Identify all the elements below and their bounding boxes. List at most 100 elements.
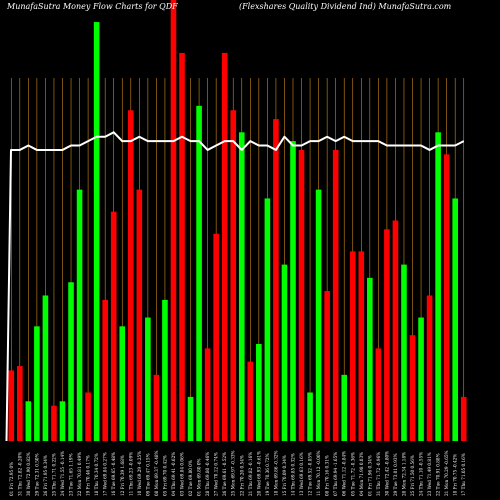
- money-flow-bar: [299, 150, 305, 441]
- money-flow-bar: [179, 53, 185, 441]
- x-tick-label: 01 Fri 71.96 0.34%: [367, 455, 372, 496]
- money-flow-bar: [248, 362, 254, 441]
- money-flow-bar: [282, 265, 288, 441]
- x-tick-label: 04 Mon 71.98 0.03%: [359, 452, 364, 496]
- x-tick-label: 14 Thu 69.85 0.32%: [290, 453, 295, 496]
- x-tick-label: 11 Mon 70.12 -0.06%: [316, 450, 321, 496]
- x-tick-label: 29 Tue 72.31 0.50%: [34, 453, 39, 496]
- x-tick-label: 15 Fri 70.09 0.34%: [282, 455, 287, 496]
- x-tick-label: 18 Thu 70.34 0.72%: [94, 453, 99, 496]
- money-flow-bar: [376, 348, 382, 441]
- x-tick-label: 08 Mon 69.37 -0.48%: [154, 450, 159, 496]
- money-flow-bar: [171, 0, 177, 441]
- money-flow-bar: [401, 265, 407, 441]
- x-tick-label: 27 Wed 70.12 0.74%: [214, 452, 219, 496]
- x-tick-label: 16 Tue 69.65 -0.48%: [111, 452, 116, 496]
- money-flow-bar: [452, 198, 458, 441]
- money-flow-bar: [350, 251, 356, 441]
- money-flow-bar: [77, 190, 83, 441]
- x-tick-label: 30 Wed 72.90 0.82%: [26, 452, 31, 496]
- money-flow-bar: [34, 326, 40, 441]
- money-flow-bar: [85, 392, 91, 441]
- x-tick-label: 12 Fri 70.39 1.68%: [120, 455, 125, 496]
- x-tick-label: 20 Wed 69.93 -0.61%: [256, 451, 261, 496]
- money-flow-bar: [307, 392, 313, 441]
- x-tick-label: 17 Thu 71.05 0.16%: [461, 453, 466, 496]
- x-tick-label: 31 Thu 72.82 -0.20%: [17, 452, 22, 496]
- x-tick-label: 22 Mon 70.81 0.49%: [77, 452, 82, 496]
- money-flow-bar: [154, 375, 160, 441]
- money-flow-bar: [137, 190, 143, 441]
- x-tick-label: 05 Fri 69.70 0.42%: [162, 455, 167, 496]
- x-tick-label: 31 Thu 71.72 -0.96%: [376, 452, 381, 496]
- x-tick-label: 28 Mon 72.34 1.18%: [401, 452, 406, 496]
- money-flow-bar: [290, 141, 296, 441]
- chart-title-left: MunafaSutra Money Flow Charts for QDF: [6, 2, 178, 11]
- x-tick-label: 09 Tue 69.47 0.15%: [145, 453, 150, 496]
- money-flow-bar: [162, 300, 168, 441]
- money-flow-bar: [444, 154, 450, 441]
- money-flow-bar: [333, 150, 339, 441]
- money-flow-bar: [188, 397, 194, 441]
- money-flow-bar: [461, 397, 467, 441]
- x-tick-label: 17 Wed 69.84 0.27%: [103, 452, 108, 496]
- money-flow-bar: [128, 110, 134, 441]
- money-flow-bar: [393, 221, 399, 442]
- money-flow-bar: [145, 318, 151, 441]
- money-flow-bar: [196, 106, 202, 441]
- x-tick-label: 12 Tue 69.52 -0.85%: [308, 452, 313, 496]
- chart-title-right: (Flexshares Quality Dividend Ind) Munafa…: [239, 2, 452, 11]
- x-tick-label: 28 Thu 69.80 -0.46%: [205, 452, 210, 496]
- x-tick-label: 19 Fri 70.46 0.17%: [86, 455, 91, 496]
- x-tick-label: 21 Mon 70.29 -0.65%: [444, 450, 449, 496]
- x-tick-label: 24 Wed 71.55 -0.14%: [60, 451, 65, 496]
- x-tick-label: 11 Thu 69.23 -0.09%: [128, 452, 133, 496]
- money-flow-bar: [102, 300, 108, 441]
- money-flow-bar: [367, 278, 373, 441]
- money-flow-bar: [111, 212, 117, 441]
- x-tick-label: 01 Mon 69.80 0%: [197, 459, 202, 496]
- money-flow-bar: [68, 282, 74, 441]
- x-tick-label: 25 Thu 71.71 0.22%: [51, 453, 56, 496]
- money-flow-bar: [17, 366, 23, 441]
- money-flow-bar: [43, 295, 49, 441]
- x-tick-label: 19 Tue 70.36 0.72%: [265, 453, 270, 496]
- money-flow-bar: [230, 110, 236, 441]
- money-flow-bar: [273, 119, 279, 441]
- x-tick-label: 06 Wed 71.12 -0.84%: [342, 451, 347, 496]
- money-flow-bar: [222, 53, 228, 441]
- x-tick-label: 07 Thu 69.94 -1.65%: [333, 452, 338, 496]
- x-tick-label: 01 Fri 72.95 0%: [9, 462, 14, 496]
- x-tick-label: 05 Tue 71.72 -0.36%: [350, 452, 355, 496]
- money-flow-bar: [316, 190, 322, 441]
- money-flow-bar: [8, 370, 14, 441]
- x-tick-label: 04 Thu 69.41 -0.62%: [171, 452, 176, 496]
- money-flow-bar: [119, 326, 125, 441]
- money-flow-bar: [26, 401, 32, 441]
- money-flow-bar: [51, 406, 57, 441]
- x-tick-label: 03 Wed 69.84 0.06%: [180, 452, 185, 496]
- x-tick-label: 23 Wed 71.49 0.81%: [427, 452, 432, 496]
- money-flow-bar: [94, 22, 100, 441]
- x-tick-label: 29 Tue 73.01 0.93%: [393, 453, 398, 496]
- x-tick-label: 13 Wed 69.63 0.16%: [299, 452, 304, 496]
- money-flow-bar: [418, 318, 424, 441]
- x-tick-label: 25 Mon 69.97 -0.33%: [231, 450, 236, 496]
- x-tick-label: 10 Wed 69.29 -0.25%: [137, 451, 142, 496]
- money-flow-bar: [435, 132, 441, 441]
- x-tick-label: 22 Fri 70.20 0.54%: [239, 455, 244, 496]
- money-flow-bar: [213, 234, 219, 441]
- x-tick-label: 22 Tue 70.91 0.88%: [436, 453, 441, 496]
- x-tick-label: 23 Tue 71.65 1.19%: [69, 453, 74, 496]
- money-flow-bar: [256, 344, 262, 441]
- x-tick-label: 02 Tue 69.80 0%: [188, 460, 193, 496]
- money-flow-bar: [239, 132, 245, 441]
- x-tick-label: 18 Mon 69.86 -0.32%: [273, 450, 278, 496]
- x-tick-label: 08 Fri 70.16 0.31%: [325, 455, 330, 496]
- money-flow-bar: [427, 295, 433, 441]
- money-flow-bar: [410, 335, 416, 441]
- money-flow-bar: [384, 229, 390, 441]
- money-flow-bar: [358, 251, 364, 441]
